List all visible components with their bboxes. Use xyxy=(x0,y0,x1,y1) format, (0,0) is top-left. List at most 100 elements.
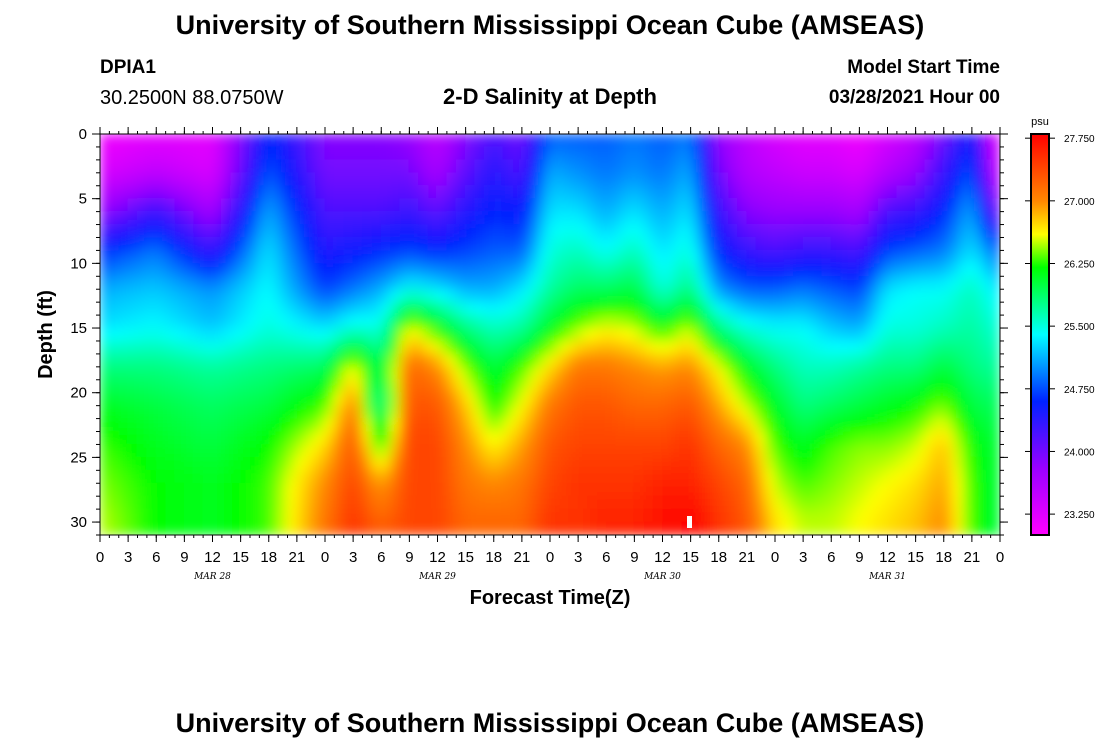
heatmap-cell xyxy=(680,159,692,174)
heatmap-cell xyxy=(793,521,804,535)
heatmap-cell xyxy=(746,340,757,355)
heatmap-cell xyxy=(868,262,879,277)
heatmap-cell xyxy=(643,418,654,433)
heatmap-cell xyxy=(755,301,767,316)
heatmap-cell xyxy=(333,224,345,238)
heatmap-cell xyxy=(793,495,804,510)
heatmap-cell xyxy=(727,392,738,407)
heatmap-cell xyxy=(137,146,148,161)
heatmap-cell xyxy=(399,418,410,433)
heatmap-cell xyxy=(830,431,842,445)
heatmap-cell xyxy=(962,288,973,303)
heatmap-cell xyxy=(783,236,795,251)
heatmap-cell xyxy=(699,185,710,200)
heatmap-cell xyxy=(155,224,167,238)
heatmap-cell xyxy=(474,482,485,497)
heatmap-cell xyxy=(680,392,692,407)
heatmap-cell xyxy=(165,469,176,484)
heatmap-cell xyxy=(493,314,504,329)
heatmap-cell xyxy=(708,134,720,148)
heatmap-cell xyxy=(483,288,495,303)
colorbar-tick-label: 24.750 xyxy=(1064,385,1095,396)
heatmap-cell xyxy=(943,443,954,458)
heatmap-cell xyxy=(887,495,898,510)
heatmap-cell xyxy=(240,185,251,200)
heatmap-cell xyxy=(371,521,382,535)
heatmap-cell xyxy=(971,469,982,484)
heatmap-cell xyxy=(699,508,710,523)
heatmap-cell xyxy=(380,275,392,290)
heatmap-cell xyxy=(390,456,401,471)
heatmap-cell xyxy=(540,366,551,381)
heatmap-cell xyxy=(943,405,954,420)
heatmap-cell xyxy=(549,198,560,213)
x-tick-label: 18 xyxy=(935,549,952,566)
heatmap-cell xyxy=(474,508,485,523)
x-tick-label: 3 xyxy=(124,549,132,566)
heatmap-cell xyxy=(530,146,542,161)
heatmap-cell xyxy=(943,327,954,342)
heatmap-cell xyxy=(924,146,935,161)
heatmap-cell xyxy=(755,418,767,433)
heatmap-cell xyxy=(268,418,279,433)
heatmap-cell xyxy=(343,327,354,342)
heatmap-cell xyxy=(549,392,560,407)
heatmap-cell xyxy=(990,185,1000,200)
heatmap-cell xyxy=(390,134,401,148)
heatmap-cell xyxy=(615,418,626,433)
heatmap-cell xyxy=(887,275,898,290)
heatmap-cell xyxy=(530,495,542,510)
x-tick-label: 21 xyxy=(289,549,306,566)
heatmap-cell xyxy=(493,159,504,174)
heatmap-cell xyxy=(615,172,626,187)
heatmap-cell xyxy=(849,495,860,510)
heatmap-cell xyxy=(446,172,457,187)
heatmap-cell xyxy=(137,495,148,510)
heatmap-cell xyxy=(155,353,167,368)
heatmap-cell xyxy=(915,327,926,342)
heatmap-cell xyxy=(221,134,232,148)
heatmap-cell xyxy=(390,418,401,433)
heatmap-cell xyxy=(100,443,110,458)
heatmap-cell xyxy=(652,392,663,407)
heatmap-cell xyxy=(362,301,373,316)
heatmap-cell xyxy=(877,327,888,342)
heatmap-cell xyxy=(399,508,410,523)
heatmap-cell xyxy=(699,236,710,251)
heatmap-cell xyxy=(690,379,701,394)
heatmap-cell xyxy=(408,443,420,458)
heatmap-cell xyxy=(512,366,523,381)
heatmap-cell xyxy=(746,353,757,368)
heatmap-cell xyxy=(230,508,242,523)
heatmap-cell xyxy=(493,508,504,523)
heatmap-cell xyxy=(165,185,176,200)
heatmap-cell xyxy=(137,443,148,458)
heatmap-cell xyxy=(615,353,626,368)
heatmap-cell xyxy=(446,392,457,407)
heatmap-cell xyxy=(146,159,157,174)
heatmap-cell xyxy=(315,456,326,471)
heatmap-cell xyxy=(915,431,926,445)
heatmap-cell xyxy=(277,443,288,458)
heatmap-cell xyxy=(418,456,429,471)
heatmap-cell xyxy=(971,224,982,238)
heatmap-cell xyxy=(530,508,542,523)
heatmap-cell xyxy=(737,314,748,329)
heatmap-cell xyxy=(615,482,626,497)
heatmap-cell xyxy=(549,224,560,238)
heatmap-cell xyxy=(708,211,720,226)
heatmap-cell xyxy=(718,495,729,510)
heatmap-cell xyxy=(343,224,354,238)
heatmap-cell xyxy=(315,392,326,407)
heatmap-cell xyxy=(558,275,570,290)
heatmap-cell xyxy=(858,288,870,303)
heatmap-cell xyxy=(858,521,870,535)
heatmap-cell xyxy=(774,456,785,471)
heatmap-cell xyxy=(249,159,260,174)
heatmap-cell xyxy=(408,482,420,497)
heatmap-cell xyxy=(915,366,926,381)
heatmap-cell xyxy=(268,275,279,290)
heatmap-cell xyxy=(108,146,120,161)
heatmap-cell xyxy=(652,418,663,433)
heatmap-cell xyxy=(512,340,523,355)
